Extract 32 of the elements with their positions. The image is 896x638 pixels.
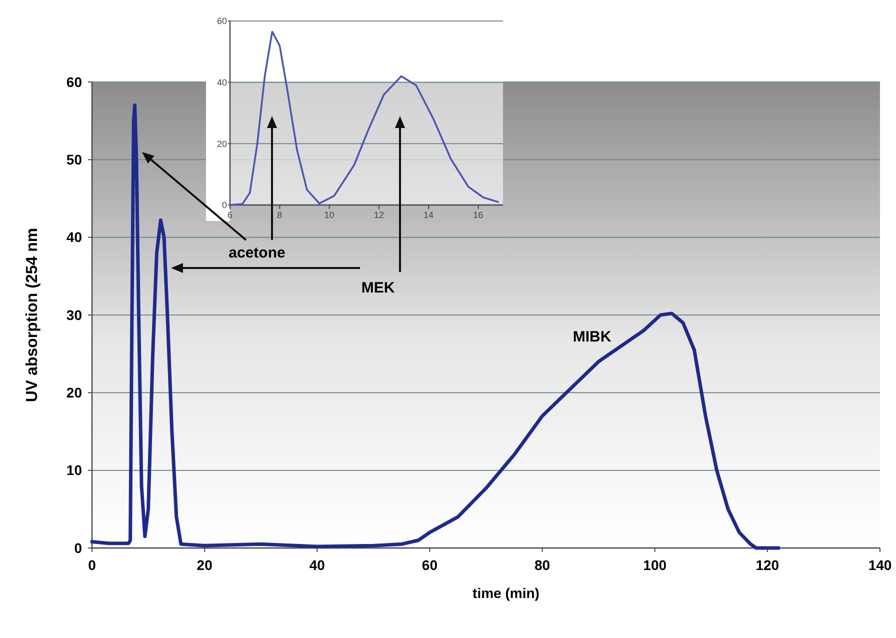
x-tick-label: 140 — [868, 557, 892, 573]
x-tick-label: 6 — [227, 210, 233, 220]
y-tick-label: 40 — [66, 229, 82, 246]
y-tick-label: 20 — [216, 138, 227, 149]
line-series — [90, 104, 780, 550]
annotation: acetone — [228, 244, 286, 262]
y-tick-label: 50 — [66, 152, 82, 168]
y-tick-label: 10 — [66, 462, 82, 478]
y-tick-label: 60 — [66, 74, 82, 90]
x-tick-label: 0 — [88, 557, 96, 573]
y-tick-label: 40 — [216, 77, 227, 88]
annotation: MEK — [361, 279, 395, 296]
x-tick-label: 20 — [196, 557, 213, 573]
x-tick-label: 12 — [374, 210, 384, 220]
x-tick-label: 14 — [424, 210, 434, 220]
y-axis-title: UV absorption (254 nm — [24, 228, 41, 402]
x-tick-label: 60 — [422, 557, 438, 573]
annotation: MIBK — [572, 328, 612, 346]
y-tick-label: 30 — [66, 306, 82, 323]
x-tick-label: 8 — [277, 210, 282, 220]
line-series — [229, 30, 499, 206]
x-tick-label: 16 — [473, 210, 484, 220]
y-tick-label: 0 — [74, 540, 82, 556]
y-tick-label: 20 — [66, 384, 82, 401]
x-tick-label: 120 — [756, 557, 780, 573]
y-tick-label: 0 — [222, 200, 227, 210]
x-tick-label: 40 — [309, 557, 326, 573]
x-tick-label: 10 — [324, 210, 334, 220]
y-tick-label: 60 — [216, 16, 227, 26]
x-tick-label: 80 — [534, 557, 550, 573]
x-axis-title: time (min) — [472, 585, 540, 601]
x-tick-label: 100 — [643, 557, 667, 573]
